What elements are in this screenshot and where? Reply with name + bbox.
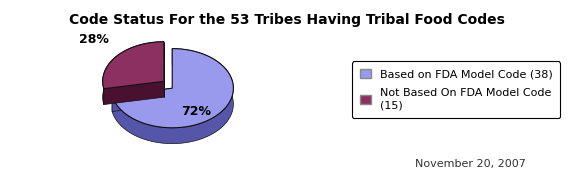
Polygon shape (112, 49, 234, 144)
Polygon shape (103, 42, 164, 89)
Polygon shape (103, 42, 164, 105)
Legend: Based on FDA Model Code (38), Not Based On FDA Model Code
(15): Based on FDA Model Code (38), Not Based … (352, 61, 560, 118)
Polygon shape (104, 81, 164, 105)
Polygon shape (112, 49, 234, 128)
Text: 72%: 72% (181, 105, 211, 118)
Text: 28%: 28% (79, 33, 108, 46)
Polygon shape (112, 88, 172, 111)
Text: November 20, 2007: November 20, 2007 (415, 159, 526, 169)
Text: Code Status For the 53 Tribes Having Tribal Food Codes: Code Status For the 53 Tribes Having Tri… (69, 13, 505, 27)
